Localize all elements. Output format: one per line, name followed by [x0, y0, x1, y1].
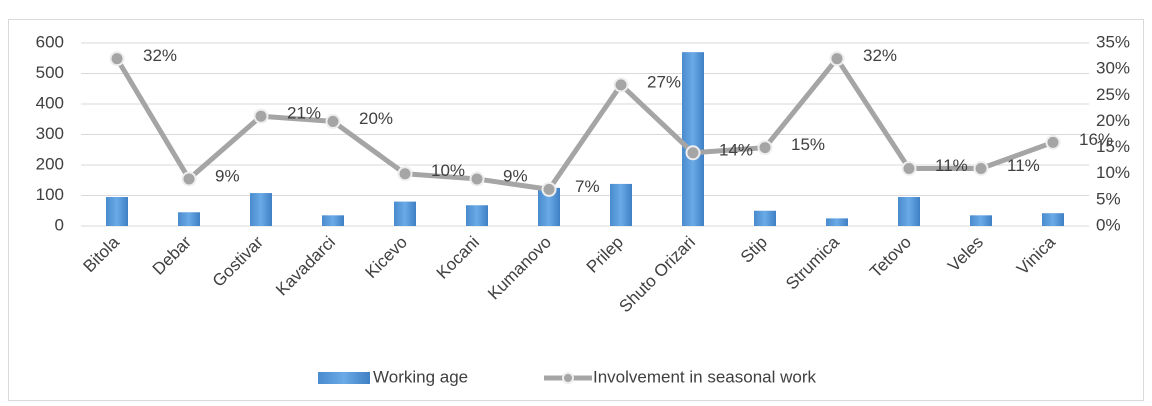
line-marker: [685, 145, 701, 161]
line-marker: [613, 77, 629, 93]
y2-tick-label: 0%: [1096, 215, 1121, 234]
line-marker: [757, 140, 773, 156]
y-tick-label: 100: [36, 185, 64, 204]
data-label: 10%: [431, 161, 465, 180]
line-marker: [973, 160, 989, 176]
data-label: 32%: [143, 46, 177, 65]
data-label: 21%: [287, 104, 321, 123]
bar: [610, 183, 632, 226]
bar: [970, 215, 992, 226]
line-marker: [253, 108, 269, 124]
data-label: 11%: [935, 156, 968, 175]
y-tick-label: 300: [36, 124, 64, 143]
y2-tick-label: 30%: [1096, 59, 1130, 78]
bar: [826, 218, 848, 226]
y2-tick-label: 25%: [1096, 85, 1130, 104]
data-label: 32%: [863, 46, 897, 65]
line-marker: [901, 160, 917, 176]
y2-tick-label: 20%: [1096, 111, 1130, 130]
data-label: 27%: [647, 72, 681, 91]
bar: [322, 215, 344, 226]
line-marker: [325, 113, 341, 129]
data-label: 9%: [503, 166, 528, 185]
data-label: 14%: [719, 140, 753, 159]
data-label: 11%: [1007, 156, 1040, 175]
line-marker: [541, 181, 557, 197]
line-marker: [397, 166, 413, 182]
y-tick-label: 600: [36, 32, 64, 51]
bar: [538, 187, 560, 226]
bar: [394, 201, 416, 226]
y-tick-label: 500: [36, 63, 64, 82]
line-marker: [109, 51, 125, 67]
legend-label: Involvement in seasonal work: [593, 367, 817, 386]
bar: [106, 197, 128, 226]
legend-label: Working age: [373, 367, 468, 386]
data-label: 16%: [1079, 130, 1113, 149]
bar: [898, 197, 920, 226]
bar: [1042, 213, 1064, 226]
y2-tick-label: 15%: [1096, 137, 1130, 156]
bar: [754, 210, 776, 226]
y-tick-label: 400: [36, 93, 64, 112]
y-tick-label: 0: [55, 215, 64, 234]
bar: [178, 212, 200, 226]
line-marker: [829, 51, 845, 67]
y2-tick-label: 10%: [1096, 163, 1130, 182]
data-label: 15%: [791, 135, 825, 154]
line: [114, 56, 1054, 192]
y2-tick-label: 5%: [1096, 189, 1121, 208]
bar: [250, 193, 272, 226]
bar: [466, 205, 488, 226]
bar: [682, 52, 704, 227]
line-marker: [1045, 134, 1061, 150]
data-label: 7%: [575, 177, 600, 196]
data-label: 9%: [215, 166, 240, 185]
legend-swatch: [318, 372, 370, 384]
y-tick-label: 200: [36, 154, 64, 173]
line-marker: [181, 171, 197, 187]
data-label: 20%: [359, 109, 393, 128]
y2-tick-label: 35%: [1096, 32, 1130, 51]
legend-marker: [562, 372, 574, 384]
chart-border: [8, 19, 1144, 401]
line-marker: [469, 171, 485, 187]
